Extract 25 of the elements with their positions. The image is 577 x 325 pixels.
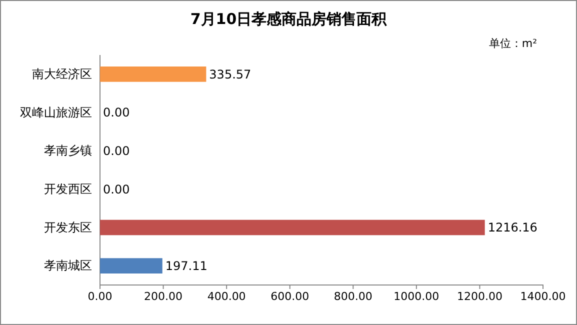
x-tick-label: 400.00 (207, 290, 246, 303)
y-tick-label: 南大经济区 (32, 67, 92, 82)
bar (100, 66, 206, 82)
bar (100, 220, 485, 236)
x-tick-label: 600.00 (270, 290, 310, 303)
bar (100, 258, 162, 274)
chart-subtitle: 单位：m² (488, 37, 537, 50)
x-tick-label: 0.00 (88, 290, 112, 303)
data-label: 1216.16 (488, 220, 538, 235)
y-tick-label: 开发西区 (44, 182, 92, 196)
y-tick-label: 孝南乡镇 (44, 144, 92, 158)
data-label: 0.00 (103, 182, 130, 196)
x-tick-label: 1400.00 (520, 290, 566, 303)
y-tick-label: 双峰山旅游区 (20, 105, 92, 120)
x-tick-label: 800.00 (334, 290, 372, 303)
data-label: 0.00 (103, 144, 130, 158)
x-tick-label: 1000.00 (394, 290, 440, 303)
data-label: 0.00 (103, 106, 130, 120)
data-label: 197.11 (165, 259, 208, 274)
x-tick-label: 1200.00 (456, 290, 502, 303)
chart-title: 7月10日孝感商品房销售面积 (190, 10, 388, 28)
data-label: 335.57 (209, 67, 252, 82)
y-tick-label: 孝南城区 (44, 258, 92, 273)
x-tick-label: 200.00 (144, 290, 183, 303)
y-tick-label: 开发东区 (44, 220, 92, 234)
